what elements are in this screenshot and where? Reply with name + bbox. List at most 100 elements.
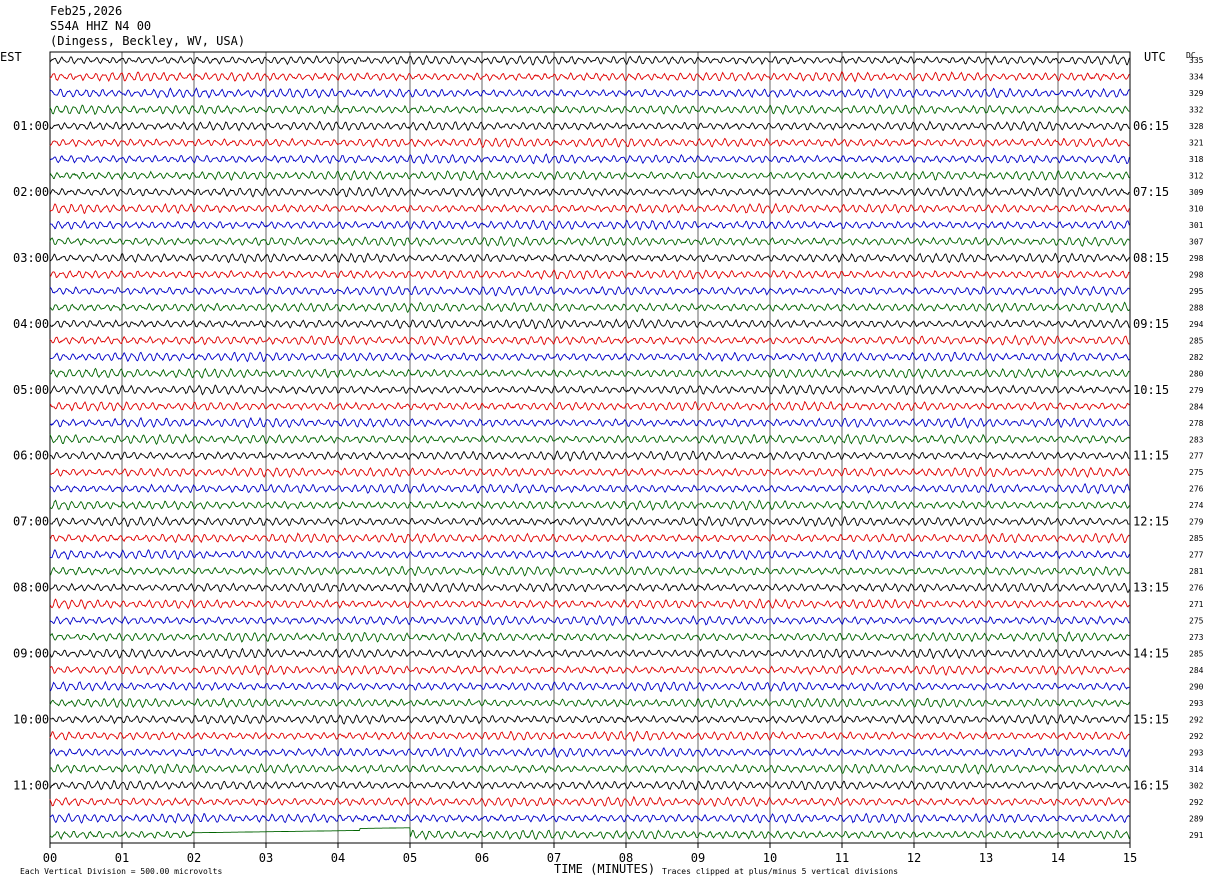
trace-line [49,499,1130,511]
left-hour-label: 06:00 [13,449,49,463]
trace-line [49,647,1130,660]
trace-line [49,680,1130,693]
header-location: (Dingess, Beckley, WV, USA) [50,34,246,48]
left-hour-label: 09:00 [13,646,49,660]
dc-offset-label: 309 [1189,188,1204,197]
x-tick-label: 07 [547,851,561,865]
chart-traces [49,54,1130,841]
dc-offset-label: 302 [1189,781,1204,790]
dc-offset-label: 314 [1189,765,1204,774]
trace-line [49,795,1130,808]
x-tick-label: 08 [619,851,633,865]
dc-offset-label: 282 [1189,353,1204,362]
trace-line [49,351,1130,363]
x-tick-label: 13 [979,851,993,865]
trace-line [49,730,1130,743]
dc-offset-label: 274 [1189,501,1204,510]
trace-line [49,416,1130,429]
dc-offset-label: 290 [1189,682,1204,691]
left-hour-label: 02:00 [13,185,49,199]
trace-line [49,697,1130,709]
dc-offset-label: 335 [1189,56,1204,65]
chart-labels: 00 01 02 03 04 05 06 07 08 09 10 11 12 13 14 15 335 334 32… [0,50,1204,876]
dc-offset-label: 318 [1189,155,1204,164]
dc-offset-label: 332 [1189,106,1204,115]
dc-offset-label: 307 [1189,238,1204,247]
left-axis-label: EST [0,50,22,64]
trace-line [49,252,1130,264]
dc-offset-label: 285 [1189,649,1204,658]
dc-offset-label: 276 [1189,485,1204,494]
x-tick-label: 02 [187,851,201,865]
trace-line [49,120,1130,132]
left-hour-label: 08:00 [13,581,49,595]
dc-offset-label: 293 [1189,748,1204,757]
dc-offset-label: 312 [1189,172,1204,181]
plot-frame [49,51,1131,844]
dc-offset-label: 291 [1189,831,1204,840]
dc-offset-label: 284 [1189,402,1204,411]
left-hour-label: 07:00 [13,515,49,529]
dc-offset-label: 273 [1189,633,1204,642]
dc-offset-label: 271 [1189,600,1204,609]
trace-line [49,71,1130,83]
dc-offset-label: 280 [1189,369,1204,378]
right-hour-label: 09:15 [1133,317,1169,331]
trace-line [50,269,1130,281]
dc-offset-label: 275 [1189,468,1204,477]
dc-offset-label: 288 [1189,303,1204,312]
dc-offset-label: 284 [1189,666,1204,675]
x-tick-label: 01 [115,851,129,865]
trace-line [49,483,1130,495]
x-tick-label: 09 [691,851,705,865]
header-station: S54A HHZ N4 00 [50,19,152,33]
trace-line [49,202,1130,215]
x-tick-label: 04 [331,851,345,865]
dc-offset-label: 285 [1189,336,1204,345]
trace-line [49,746,1130,759]
dc-offset-label: 321 [1189,139,1204,148]
trace-line [49,169,1130,181]
vertical-division-note: Each Vertical Division = 500.00 microvol… [20,867,222,876]
dc-offset-label: 285 [1189,534,1204,543]
trace-line [49,664,1130,676]
dc-offset-label: 276 [1189,584,1204,593]
trace-line [49,713,1130,725]
trace-line [49,631,1130,643]
trace-line [49,433,1130,446]
dc-label: DC [1186,51,1196,60]
x-tick-label: 14 [1051,851,1065,865]
trace-line [49,565,1130,578]
right-hour-label: 13:15 [1133,581,1169,595]
right-hour-label: 10:15 [1133,383,1169,397]
left-hour-label: 04:00 [13,317,49,331]
dc-offset-label: 275 [1189,617,1204,626]
trace-line [49,548,1130,561]
dc-offset-label: 283 [1189,435,1204,444]
trace-line [49,532,1130,544]
right-hour-label: 12:15 [1133,515,1169,529]
x-tick-label: 03 [259,851,273,865]
x-tick-label: 15 [1123,851,1137,865]
right-hour-label: 07:15 [1133,185,1169,199]
dc-offset-label: 289 [1189,814,1204,823]
dc-offset-label: 278 [1189,419,1204,428]
left-hour-label: 05:00 [13,383,49,397]
x-tick-label: 11 [835,851,849,865]
trace-line [49,598,1130,610]
x-axis-title: TIME (MINUTES) [554,862,655,876]
trace-line [49,235,1130,248]
trace-line [49,367,1130,380]
trace-line [50,301,1130,314]
trace-line [49,827,1130,841]
trace-line [49,779,1130,791]
trace-line [49,104,1130,116]
clip-note: Traces clipped at plus/minus 5 vertical … [662,867,898,876]
dc-offset-label: 334 [1189,73,1204,82]
left-hour-label: 01:00 [13,119,49,133]
dc-offset-label: 292 [1189,798,1204,807]
dc-offset-label: 292 [1189,732,1204,741]
trace-line [49,285,1130,297]
trace-line [49,614,1130,626]
